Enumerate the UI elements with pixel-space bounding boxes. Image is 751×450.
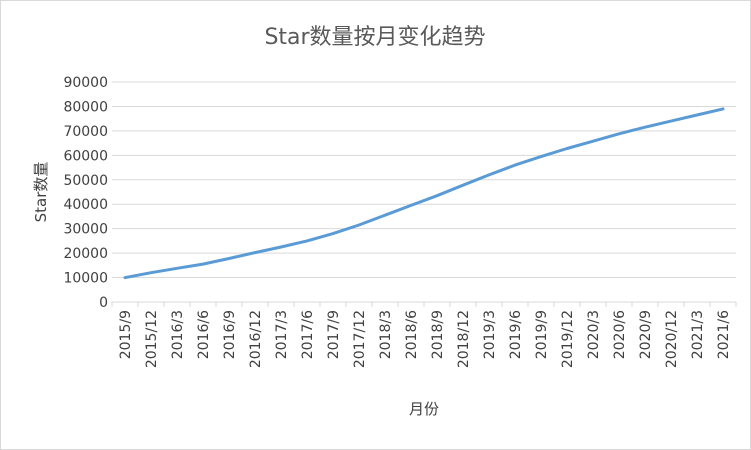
y-tick-label: 90000 — [63, 75, 108, 91]
y-axis-ticks: 0 10000 20000 30000 40000 50000 60000 70000 8000… — [63, 75, 108, 311]
x-tick-label: 2017/6 — [300, 310, 316, 359]
x-tick-label: 2020/3 — [586, 310, 602, 359]
x-tick-label: 2021/6 — [716, 310, 732, 359]
x-tick-label: 2019/6 — [508, 310, 524, 359]
gridlines — [111, 81, 737, 307]
x-tick-label: 2016/12 — [248, 310, 264, 368]
series — [123, 107, 725, 280]
y-tick-label: 10000 — [63, 271, 108, 287]
x-tick-label: 2019/3 — [482, 310, 498, 359]
y-tick-label: 40000 — [63, 197, 108, 213]
x-tick-label: 2019/9 — [534, 310, 550, 359]
y-tick-label: 0 — [99, 295, 108, 311]
x-tick-label: 2017/3 — [274, 310, 290, 359]
x-tick-label: 2017/9 — [326, 310, 342, 359]
y-tick-label: 50000 — [63, 173, 108, 189]
x-tick-label: 2017/12 — [352, 310, 368, 368]
x-tick-label: 2020/12 — [664, 310, 680, 368]
x-tick-label: 2016/6 — [196, 310, 212, 359]
x-tick-label: 2015/9 — [118, 310, 134, 359]
x-tick-label: 2018/3 — [378, 310, 394, 359]
x-axis-title: 月份 — [409, 400, 439, 418]
x-tick-label: 2019/12 — [560, 310, 576, 368]
x-axis-ticks: 2015/9 2015/12 2016/3 2016/6 2016/9 2016/12 20… — [118, 310, 732, 368]
x-tick-label: 2018/9 — [430, 310, 446, 359]
x-tick-label: 2018/6 — [404, 310, 420, 359]
x-tick-label: 2020/6 — [612, 310, 628, 359]
x-tick-label: 2020/9 — [638, 310, 654, 359]
y-tick-label: 60000 — [63, 148, 108, 164]
x-tick-label: 2016/9 — [222, 310, 238, 359]
x-tick-label: 2021/3 — [690, 310, 706, 359]
series-line — [123, 107, 725, 280]
y-axis-title: Star数量 — [32, 162, 50, 223]
x-tick-label: 2015/12 — [144, 310, 160, 368]
y-tick-label: 80000 — [63, 99, 108, 115]
y-tick-label: 70000 — [63, 124, 108, 140]
chart-title: Star数量按月变化趋势 — [264, 25, 485, 50]
x-tick-label: 2016/3 — [170, 310, 186, 359]
y-tick-label: 20000 — [63, 246, 108, 262]
x-tick-label: 2018/12 — [456, 310, 472, 368]
y-tick-label: 30000 — [63, 222, 108, 238]
